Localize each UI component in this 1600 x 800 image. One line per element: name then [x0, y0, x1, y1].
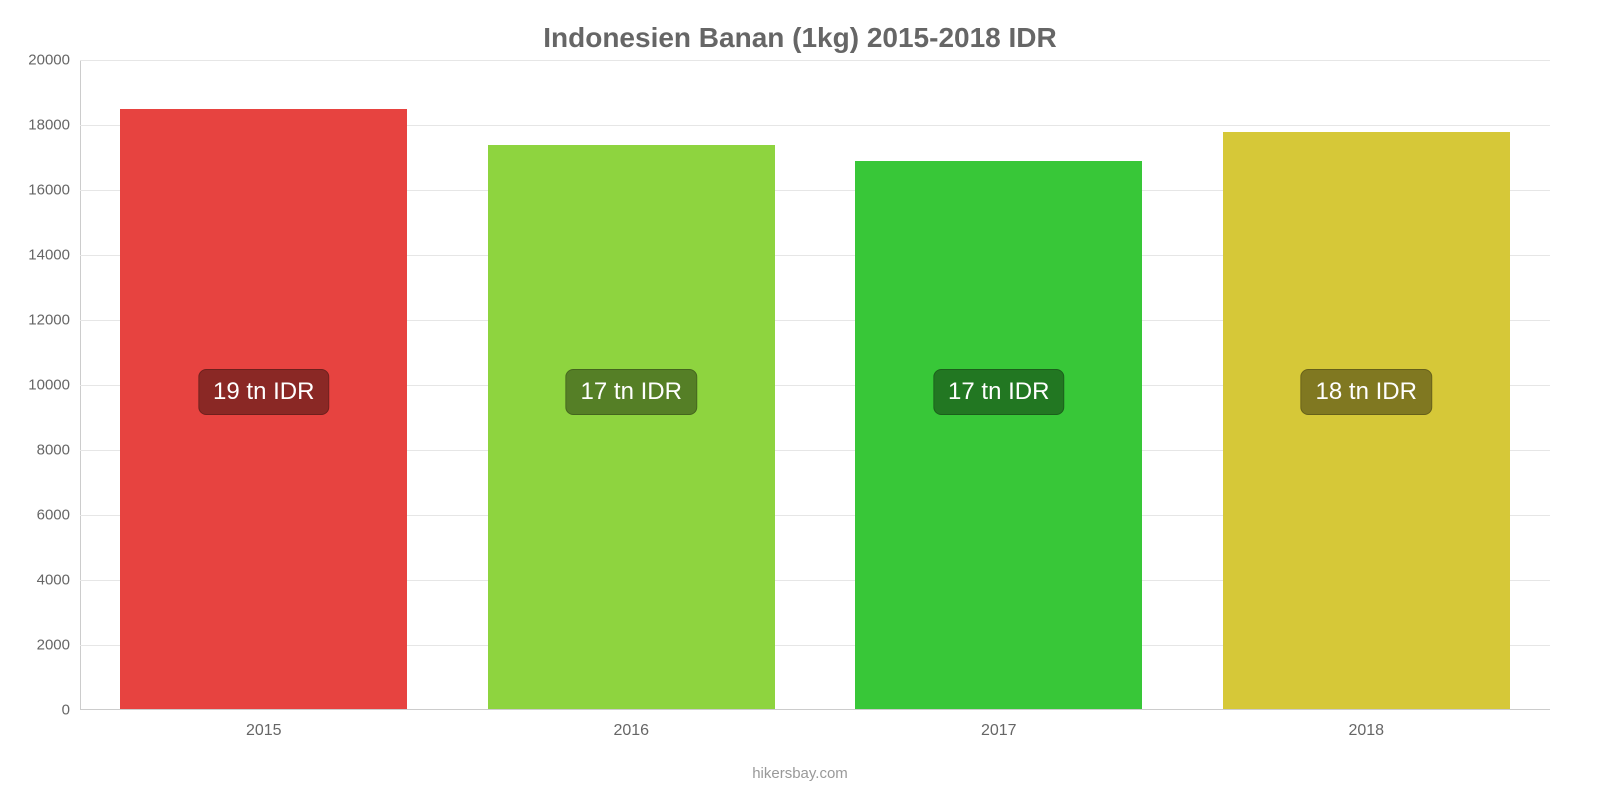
y-tick-label: 16000: [28, 182, 80, 199]
x-tick-label: 2018: [1348, 710, 1384, 740]
plot-area: 0200040006000800010000120001400016000180…: [80, 60, 1550, 710]
y-tick-label: 8000: [37, 442, 80, 459]
y-tick-label: 18000: [28, 117, 80, 134]
x-axis: [80, 709, 1550, 710]
bar: [1223, 132, 1510, 711]
bar-value-badge: 19 tn IDR: [198, 369, 329, 415]
bar-slot: 18 tn IDR2018: [1183, 60, 1551, 710]
y-tick-label: 2000: [37, 637, 80, 654]
bar: [488, 145, 775, 711]
y-tick-label: 20000: [28, 52, 80, 69]
bar-value-badge: 17 tn IDR: [933, 369, 1064, 415]
y-tick-label: 6000: [37, 507, 80, 524]
y-tick-label: 12000: [28, 312, 80, 329]
y-tick-label: 4000: [37, 572, 80, 589]
bar-value-badge: 18 tn IDR: [1301, 369, 1432, 415]
chart-container: Indonesien Banan (1kg) 2015-2018 IDR 020…: [0, 0, 1600, 800]
bar-value-badge: 17 tn IDR: [566, 369, 697, 415]
y-tick-label: 10000: [28, 377, 80, 394]
bar-slot: 17 tn IDR2017: [815, 60, 1183, 710]
bar-slot: 19 tn IDR2015: [80, 60, 448, 710]
bar: [855, 161, 1142, 710]
y-tick-label: 0: [62, 702, 80, 719]
y-tick-label: 14000: [28, 247, 80, 264]
bar-slot: 17 tn IDR2016: [448, 60, 816, 710]
bars-group: 19 tn IDR201517 tn IDR201617 tn IDR20171…: [80, 60, 1550, 710]
x-tick-label: 2016: [613, 710, 649, 740]
chart-title: Indonesien Banan (1kg) 2015-2018 IDR: [0, 22, 1600, 54]
x-tick-label: 2015: [246, 710, 282, 740]
x-tick-label: 2017: [981, 710, 1017, 740]
credit-text: hikersbay.com: [0, 765, 1600, 782]
